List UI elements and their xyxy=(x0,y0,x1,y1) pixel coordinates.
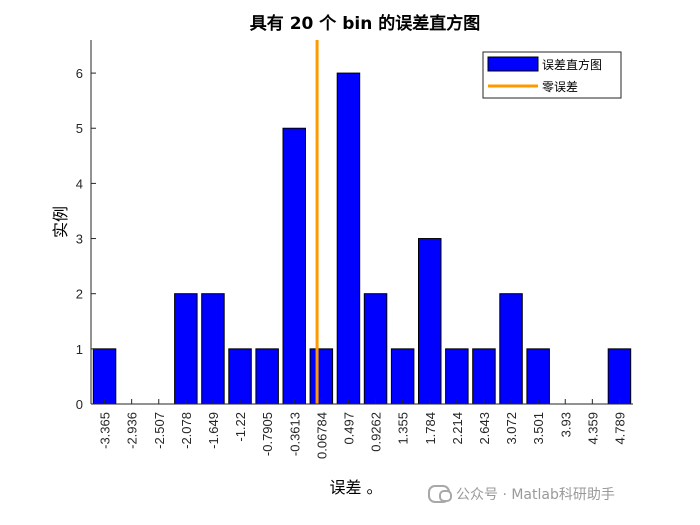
x-tick-label-17: 3.93 xyxy=(558,412,573,437)
bar-12 xyxy=(418,238,442,405)
x-tick-label-4: -1.649 xyxy=(206,412,221,449)
y-tick-label-6: 6 xyxy=(76,66,83,81)
x-tick-label-2: -2.507 xyxy=(152,412,167,449)
y-tick-label-0: 0 xyxy=(76,397,83,412)
plot-area xyxy=(92,40,632,405)
bar-0 xyxy=(92,348,117,405)
bar-19 xyxy=(607,348,632,405)
legend: 误差直方图 零误差 xyxy=(482,51,622,99)
x-tick-label-10: 0.9262 xyxy=(369,412,384,452)
bar-4 xyxy=(201,293,225,405)
y-tick-label-5: 5 xyxy=(76,121,83,136)
x-tick-label-12: 1.784 xyxy=(423,412,438,445)
x-tick-label-6: -0.7905 xyxy=(260,412,275,456)
watermark: 公众号 · Matlab科研助手 xyxy=(428,484,615,504)
x-tick-labels: -3.365 -2.936 -2.507 -2.078 -1.649 -1.22 -0.79… xyxy=(98,399,627,459)
legend-label-zero-error: 零误差 xyxy=(542,80,578,94)
bar-5 xyxy=(228,348,252,405)
bar-10 xyxy=(363,293,388,405)
y-tick-label-2: 2 xyxy=(76,287,83,302)
x-tick-label-19: 4.789 xyxy=(612,412,627,445)
legend-swatch-histogram xyxy=(487,56,539,72)
x-tick-label-5: -1.22 xyxy=(233,412,248,442)
bar-8 xyxy=(309,348,334,405)
x-tick-label-0: -3.365 xyxy=(98,412,113,449)
y-axis-label: 实例 xyxy=(51,206,70,238)
x-tick-label-16: 3.501 xyxy=(531,412,546,445)
chart-title: 具有 20 个 bin 的误差直方图 xyxy=(249,13,480,34)
x-tick-label-3: -2.078 xyxy=(179,412,194,449)
x-tick-label-13: 2.214 xyxy=(450,412,465,445)
x-axis-label: 误差 。 xyxy=(329,478,382,497)
bar-14 xyxy=(472,348,496,405)
x-tick-label-1: -2.936 xyxy=(125,412,140,449)
x-tick-label-8: 0.06784 xyxy=(314,412,329,459)
bar-3 xyxy=(174,293,198,405)
bar-15 xyxy=(499,293,523,405)
bar-6 xyxy=(255,348,279,405)
y-tick-label-4: 4 xyxy=(76,176,83,191)
y-tick-label-1: 1 xyxy=(76,342,83,357)
x-tick-label-14: 2.643 xyxy=(477,412,492,445)
bar-13 xyxy=(445,348,469,405)
bar-11 xyxy=(390,348,415,405)
bar-7 xyxy=(282,127,306,405)
x-tick-label-11: 1.355 xyxy=(396,412,411,445)
x-tick-label-18: 4.359 xyxy=(585,412,600,445)
axes xyxy=(90,40,633,405)
wechat-icon xyxy=(428,485,452,503)
y-tick-label-3: 3 xyxy=(76,232,83,247)
legend-label-histogram: 误差直方图 xyxy=(542,57,602,72)
legend-box xyxy=(482,51,622,99)
x-tick-label-15: 3.072 xyxy=(504,412,519,445)
bar-9 xyxy=(336,72,361,405)
x-tick-label-7: -0.3613 xyxy=(287,412,302,456)
watermark-text: 公众号 · Matlab科研助手 xyxy=(456,487,615,503)
x-tick-label-9: 0.497 xyxy=(341,412,356,445)
y-tick-labels: 0 1 2 3 4 5 6 xyxy=(76,66,96,412)
bar-16 xyxy=(526,348,550,405)
